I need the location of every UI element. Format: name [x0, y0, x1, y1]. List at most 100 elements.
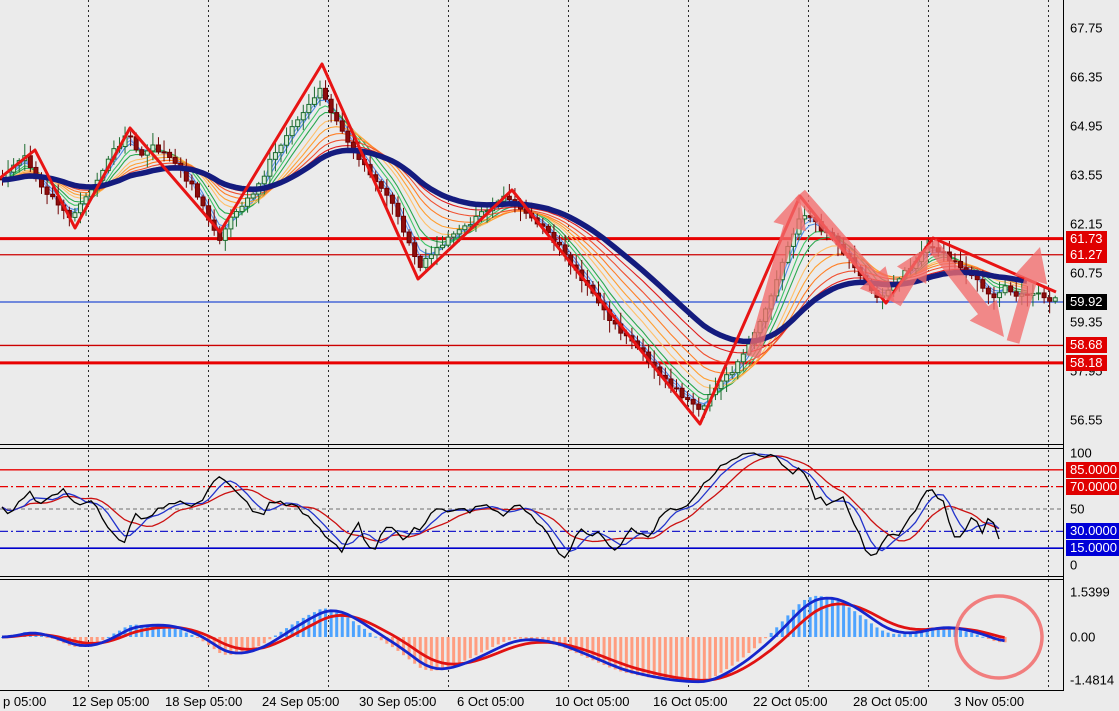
macd-histogram-bar: [257, 637, 261, 647]
candle-body: [144, 150, 150, 156]
macd-histogram-bar: [530, 637, 534, 640]
macd-panel[interactable]: [1, 595, 1007, 684]
candle-body: [1052, 297, 1058, 302]
candle-body: [323, 87, 329, 100]
candle-body: [506, 195, 512, 201]
panel-frame-layer: [0, 0, 1119, 694]
time-axis-label: 12 Sep 05:00: [72, 694, 150, 709]
price-axis-label: 64.95: [1070, 118, 1103, 134]
macd-histogram-bar: [580, 637, 584, 656]
candle-body: [389, 194, 395, 204]
candle-body: [239, 205, 245, 213]
macd-histogram-bar: [764, 637, 768, 639]
ema-ribbon-line: [1, 96, 1027, 406]
macd-histogram-bar: [591, 637, 595, 661]
macd-histogram-bar: [563, 637, 567, 649]
macd-histogram-bar: [324, 608, 328, 637]
macd-histogram-bar: [814, 595, 818, 637]
macd-histogram-bar: [379, 637, 383, 641]
candle-body: [685, 397, 691, 401]
price-axis-badge: 58.68: [1066, 337, 1107, 354]
macd-histogram-bar: [441, 637, 445, 670]
time-axis[interactable]: p 05:00 12 Sep 05:00 18 Sep 05:00 24 Sep 05…: [0, 691, 1119, 711]
macd-histogram-bar: [730, 637, 734, 666]
macd-histogram-bar: [964, 631, 968, 637]
trend-arrow: [746, 194, 807, 359]
oscillator-panel[interactable]: [0, 452, 1063, 559]
macd-histogram-bar: [658, 637, 662, 680]
macd-histogram-bar: [407, 637, 411, 660]
candle-body: [250, 193, 256, 199]
macd-histogram-bar: [552, 637, 556, 645]
candle-body: [1002, 285, 1008, 294]
time-axis-label: 28 Oct 05:00: [853, 694, 928, 709]
macd-histogram-bar: [268, 637, 272, 640]
price-axis[interactable]: 67.75 66.35 64.95 63.55 62.15 60.75 59.35 57.95…: [1064, 0, 1119, 711]
candle-body: [735, 361, 741, 374]
macd-histogram-bar: [474, 637, 478, 656]
price-axis-badge: 61.27: [1066, 246, 1107, 263]
macd-histogram-bar: [296, 621, 300, 637]
oscillator-axis-badge: 15.0000: [1066, 540, 1119, 557]
macd-histogram-bar: [819, 596, 823, 637]
macd-histogram-bar: [920, 630, 924, 637]
price-axis-label: 60.75: [1070, 265, 1103, 281]
candle-body: [1036, 292, 1042, 295]
macd-histogram-bar: [402, 637, 406, 656]
macd-histogram-bar: [279, 631, 283, 637]
macd-histogram-bar: [619, 637, 623, 672]
candle-body: [729, 372, 735, 376]
macd-histogram-bar: [613, 637, 617, 670]
macd-histogram-bar: [786, 615, 790, 637]
macd-histogram-bar: [463, 637, 467, 661]
candle-body: [200, 196, 206, 207]
macd-histogram-bar: [853, 611, 857, 637]
candle-body: [479, 211, 485, 217]
candle-body: [974, 275, 980, 281]
macd-histogram-bar: [892, 633, 896, 637]
macd-histogram-bar: [652, 637, 656, 679]
macd-histogram-bar: [39, 634, 43, 637]
trend-ma-line: [1, 147, 1028, 345]
macd-histogram-bar: [374, 636, 378, 638]
macd-histogram-bar: [129, 625, 133, 637]
macd-histogram-bar: [608, 637, 612, 668]
macd-histogram-bar: [925, 628, 929, 637]
candle-body: [233, 211, 239, 218]
macd-histogram-bar: [524, 637, 528, 639]
time-axis-label: p 05:00: [3, 694, 47, 709]
candle-body: [300, 112, 306, 121]
candle-body: [1008, 285, 1014, 293]
macd-histogram-bar: [975, 634, 979, 637]
candle-body: [194, 183, 200, 198]
oscillator-axis-label: 50: [1070, 501, 1085, 517]
macd-histogram-bar: [942, 626, 946, 637]
macd-histogram-bar: [106, 636, 110, 638]
candle-body: [545, 225, 551, 233]
macd-histogram-bar: [195, 637, 199, 639]
macd-histogram-bar: [825, 597, 829, 637]
macd-histogram-bar: [251, 637, 255, 649]
ema-ribbon-line: [1, 99, 1027, 405]
candle-body: [985, 287, 991, 295]
candle-body: [306, 103, 312, 114]
macd-histogram-bar: [496, 637, 500, 645]
macd-histogram-bar: [396, 637, 400, 651]
macd-histogram-bar: [569, 637, 573, 651]
candle-body: [378, 181, 384, 189]
trend-arrow: [889, 246, 929, 307]
candle-body: [245, 197, 251, 207]
macd-histogram-bar: [647, 637, 651, 678]
macd-histogram-bar: [435, 637, 439, 671]
macd-histogram-bar: [329, 609, 333, 637]
macd-histogram-bar: [713, 637, 717, 677]
macd-histogram-bar: [869, 623, 873, 637]
macd-histogram-bar: [680, 637, 684, 682]
candle-body: [434, 247, 440, 256]
macd-histogram-bar: [346, 617, 350, 637]
price-axis-label: 67.75: [1070, 20, 1103, 36]
price-panel[interactable]: [0, 62, 1063, 426]
macd-histogram-bar: [95, 637, 99, 643]
candle-body: [384, 187, 390, 196]
